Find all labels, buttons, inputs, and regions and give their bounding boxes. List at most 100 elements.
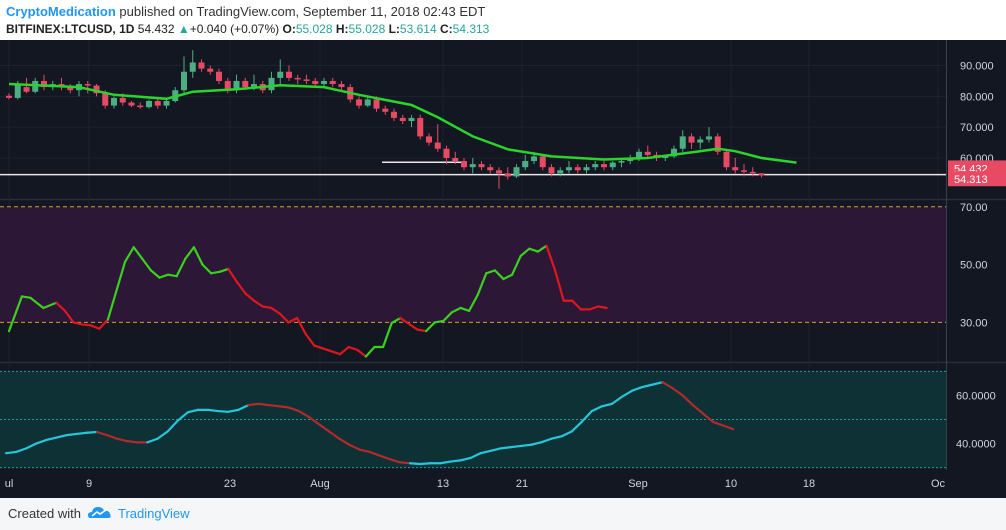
- oscillator-segment: [501, 447, 511, 448]
- candle-body: [312, 81, 318, 84]
- oscillator-segment: [77, 433, 87, 434]
- candle-body: [531, 156, 537, 161]
- candle-body: [417, 118, 423, 136]
- x-tick-label: 9: [86, 478, 92, 490]
- candle-body: [732, 167, 738, 170]
- candle-body: [619, 161, 625, 163]
- candle-body: [566, 167, 572, 170]
- rsi-segment: [168, 275, 177, 276]
- candle-body: [129, 103, 135, 106]
- oscillator-segment: [269, 405, 279, 406]
- tradingview-brand[interactable]: TradingView: [118, 506, 190, 521]
- oscillator-segment: [259, 404, 269, 405]
- x-tick-label: 21: [516, 478, 528, 490]
- candle-body: [522, 161, 528, 167]
- oscillator-segment: [400, 462, 410, 463]
- published-text: published on TradingView.com, September …: [119, 4, 485, 19]
- candle-body: [724, 152, 730, 167]
- publisher-line: CryptoMedication published on TradingVie…: [6, 4, 485, 19]
- price-axis-label: 80.000: [960, 91, 994, 103]
- candle-body: [321, 81, 327, 84]
- price-tag-label: 54.313: [954, 174, 988, 186]
- candle-body: [286, 72, 292, 78]
- candle-body: [706, 136, 712, 139]
- author-link[interactable]: CryptoMedication: [6, 4, 116, 19]
- candle-body: [689, 136, 695, 142]
- candle-body: [146, 101, 152, 107]
- candle-body: [496, 170, 502, 173]
- candle-body: [199, 62, 205, 68]
- rsi-axis-label: 70.00: [960, 202, 988, 214]
- candle-body: [339, 84, 345, 87]
- rsi-segment: [211, 272, 220, 273]
- low-value: 53.614: [400, 22, 437, 36]
- candle-body: [365, 99, 371, 105]
- candle-body: [391, 112, 397, 118]
- x-tick-label: 10: [725, 478, 737, 490]
- candle-body: [610, 163, 616, 168]
- candle-body: [155, 101, 161, 106]
- candle-body: [277, 72, 283, 78]
- price-axis-label: 90.000: [960, 61, 994, 73]
- oscillator-segment: [248, 404, 258, 405]
- high-label: H:: [336, 22, 349, 36]
- candle-body: [557, 170, 563, 173]
- candle-body: [444, 149, 450, 158]
- candle-body: [680, 136, 686, 148]
- candle-body: [601, 164, 607, 167]
- candle-body: [181, 72, 187, 90]
- oscillator-axis-label: 60.0000: [956, 390, 996, 402]
- candle-body: [584, 167, 590, 170]
- candle-body: [549, 167, 555, 173]
- oscillator-segment: [127, 441, 137, 442]
- candle-body: [514, 167, 520, 176]
- x-tick-label: 23: [224, 478, 236, 490]
- candle-body: [575, 167, 581, 170]
- candle-body: [102, 93, 108, 105]
- x-tick-label: Sep: [628, 478, 648, 490]
- candle-body: [400, 118, 406, 121]
- close-label: C:: [440, 22, 453, 36]
- symbol-label: BITFINEX:LTCUSD, 1D: [6, 22, 134, 36]
- candle-body: [164, 101, 170, 106]
- candle-body: [461, 161, 467, 167]
- oscillator-segment: [450, 460, 460, 461]
- last-price: 54.432: [138, 22, 175, 36]
- candle-body: [216, 72, 222, 81]
- candle-body: [435, 143, 441, 149]
- x-tick-label: Oc: [931, 478, 946, 490]
- x-tick-label: 13: [437, 478, 449, 490]
- close-value: 54.313: [453, 22, 490, 36]
- candle-body: [6, 96, 12, 98]
- candle-body: [487, 167, 493, 170]
- high-value: 55.028: [349, 22, 386, 36]
- rsi-axis-label: 30.00: [960, 317, 988, 329]
- rsi-axis-label: 50.00: [960, 260, 988, 272]
- candle-body: [426, 136, 432, 142]
- candle-body: [540, 156, 546, 167]
- oscillator-segment: [521, 445, 531, 446]
- oscillator-segment: [208, 410, 218, 411]
- candle-body: [269, 78, 275, 90]
- candle-body: [15, 84, 21, 98]
- chart-area[interactable]: ul 9 23 Aug 13 21 Sep 10 18 Oc 90.000 80.000 70.000 6…: [0, 40, 1006, 498]
- oscillator-segment: [218, 411, 228, 412]
- oscillator-segment: [511, 446, 521, 447]
- candle-body: [111, 98, 117, 106]
- rsi-segment: [598, 307, 607, 308]
- candle-body: [330, 81, 336, 84]
- candle-body: [592, 164, 598, 167]
- oscillator-segment: [410, 463, 420, 464]
- candle-body: [190, 62, 196, 71]
- candle-body: [759, 173, 765, 175]
- candle-body: [356, 99, 362, 105]
- candle-body: [374, 99, 380, 108]
- candle-body: [505, 173, 511, 176]
- oscillator-segment: [67, 434, 77, 435]
- candle-body: [85, 84, 91, 86]
- oscillator-segment: [6, 452, 16, 453]
- open-value: 55.028: [296, 22, 333, 36]
- tradingview-cloud-icon: [87, 504, 113, 522]
- rsi-segment: [82, 324, 91, 325]
- candle-body: [741, 170, 747, 172]
